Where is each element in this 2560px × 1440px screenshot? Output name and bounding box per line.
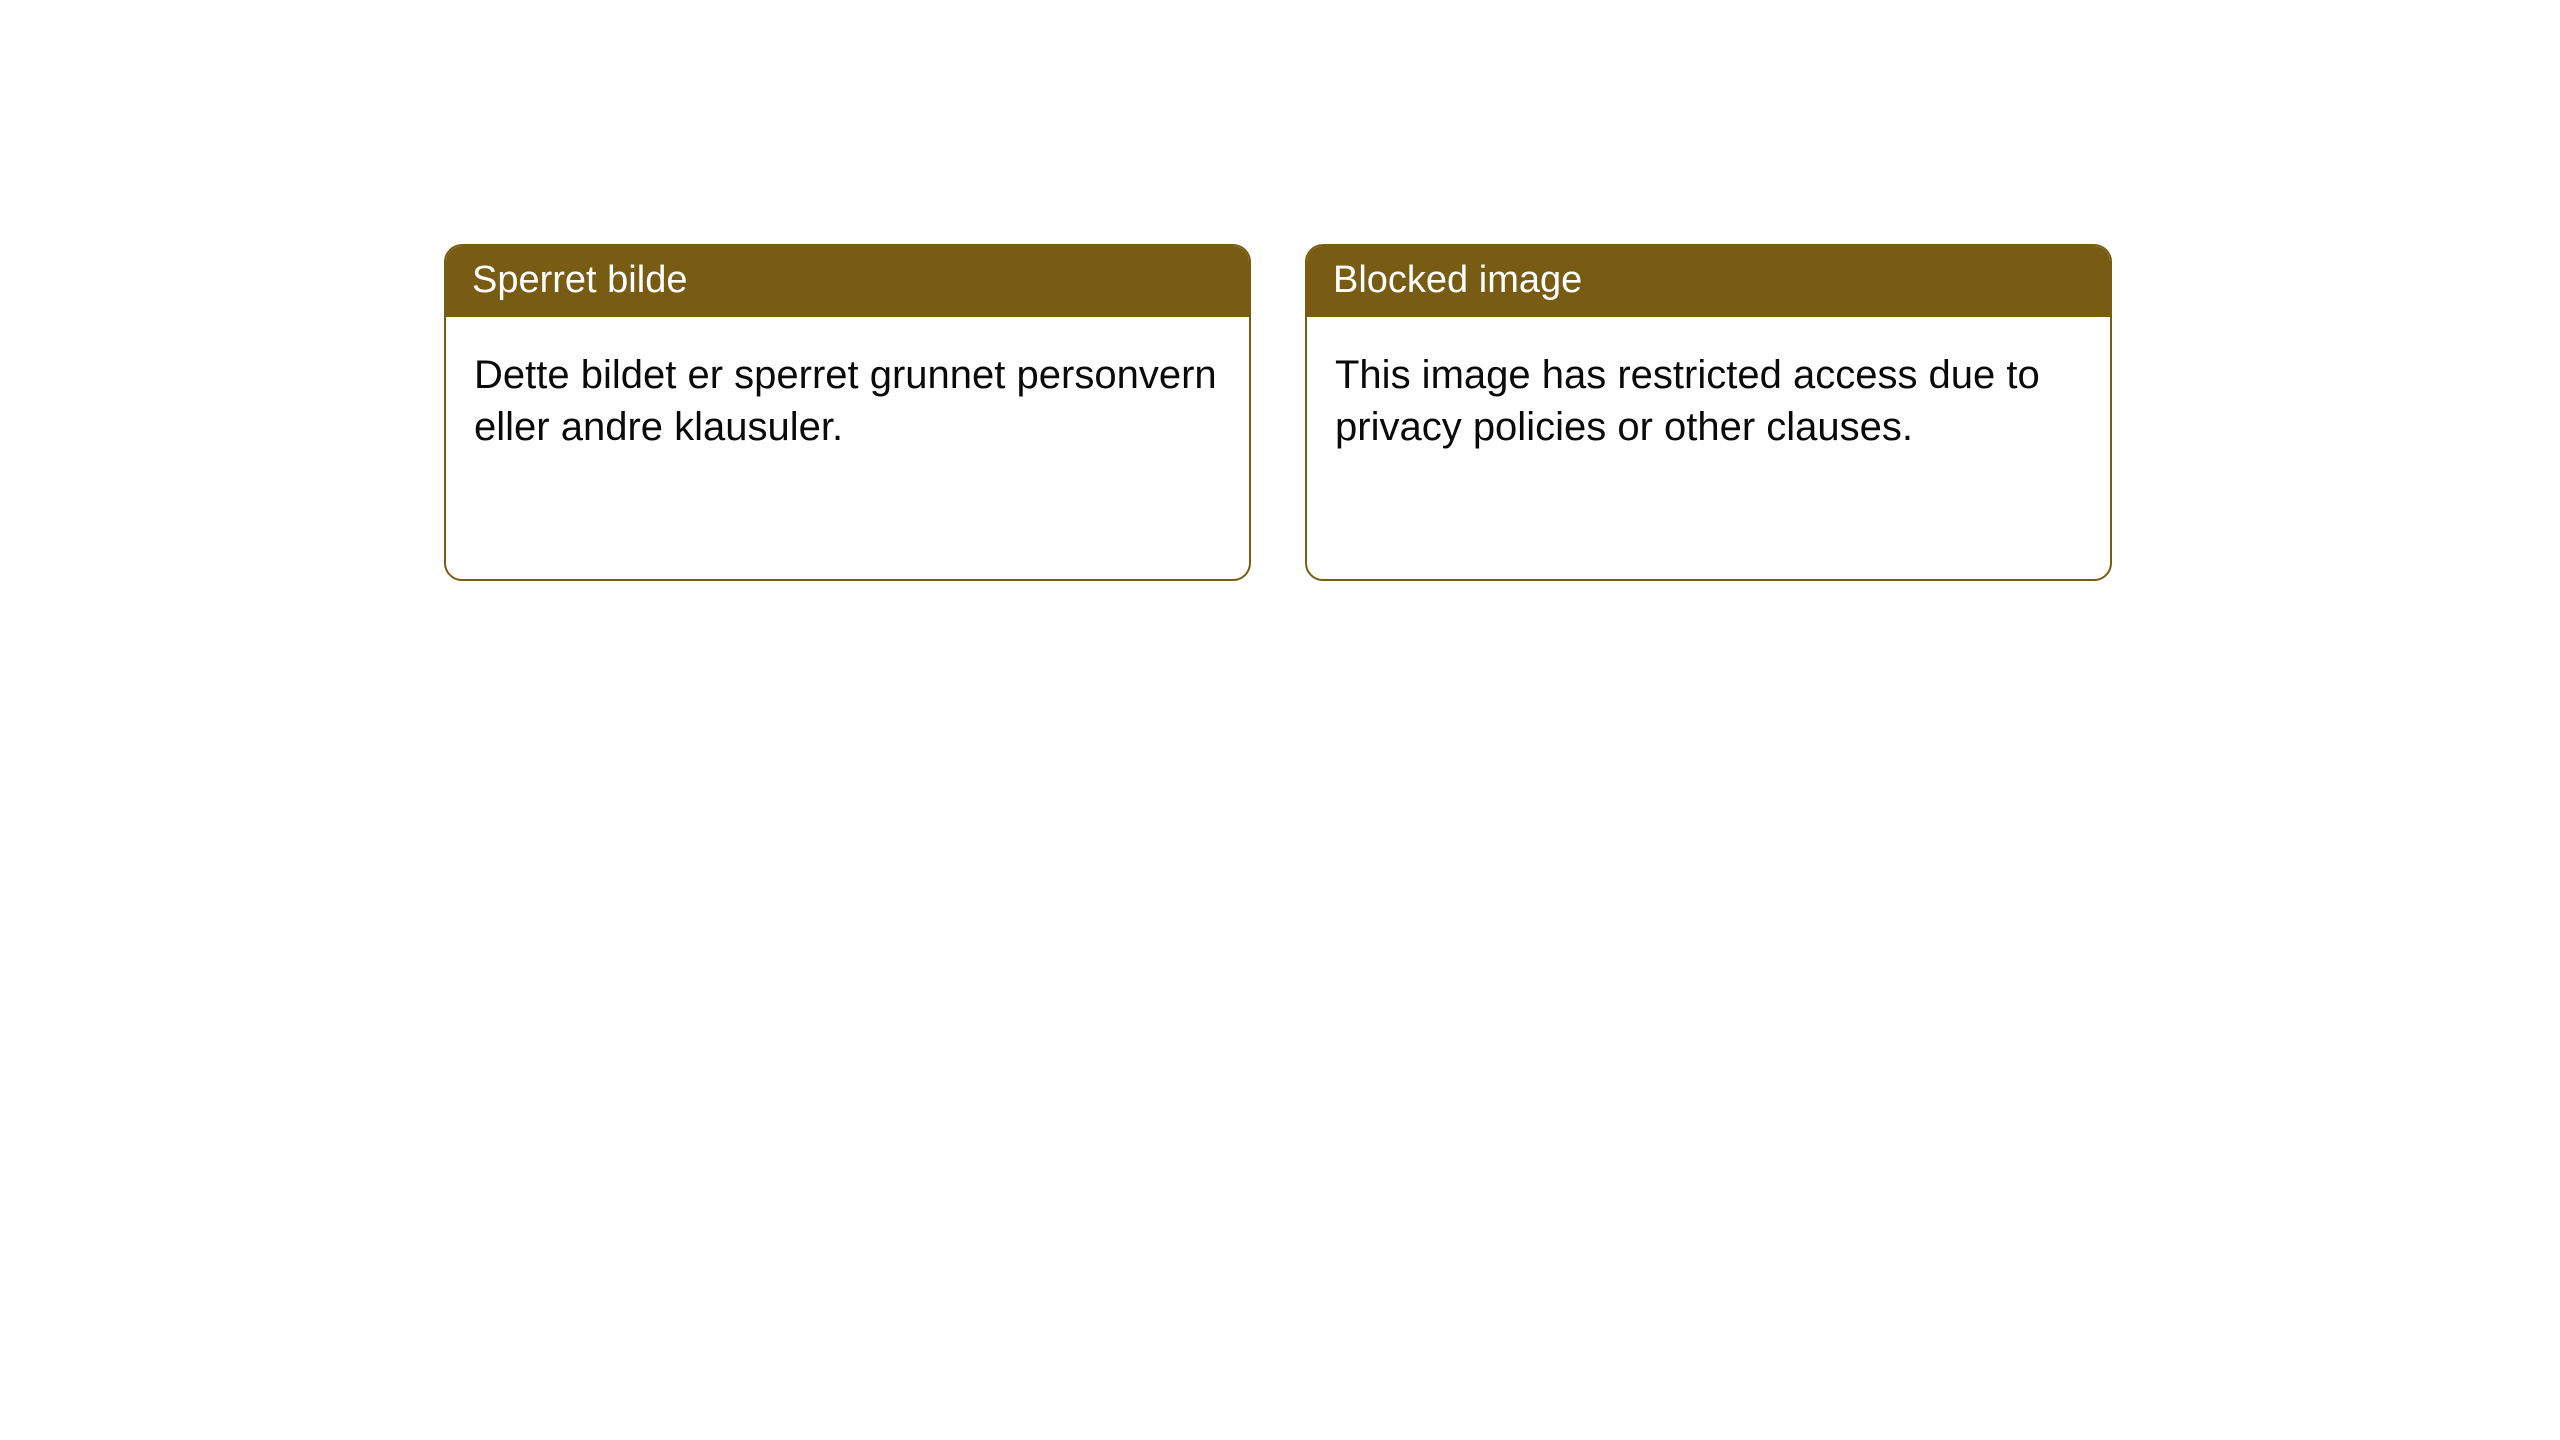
notice-body-english: This image has restricted access due to …: [1307, 317, 2110, 485]
notice-title-norwegian: Sperret bilde: [446, 246, 1249, 317]
notice-card-norwegian: Sperret bilde Dette bildet er sperret gr…: [444, 244, 1251, 581]
notice-body-norwegian: Dette bildet er sperret grunnet personve…: [446, 317, 1249, 485]
notice-card-english: Blocked image This image has restricted …: [1305, 244, 2112, 581]
notice-title-english: Blocked image: [1307, 246, 2110, 317]
notice-container: Sperret bilde Dette bildet er sperret gr…: [444, 244, 2112, 581]
